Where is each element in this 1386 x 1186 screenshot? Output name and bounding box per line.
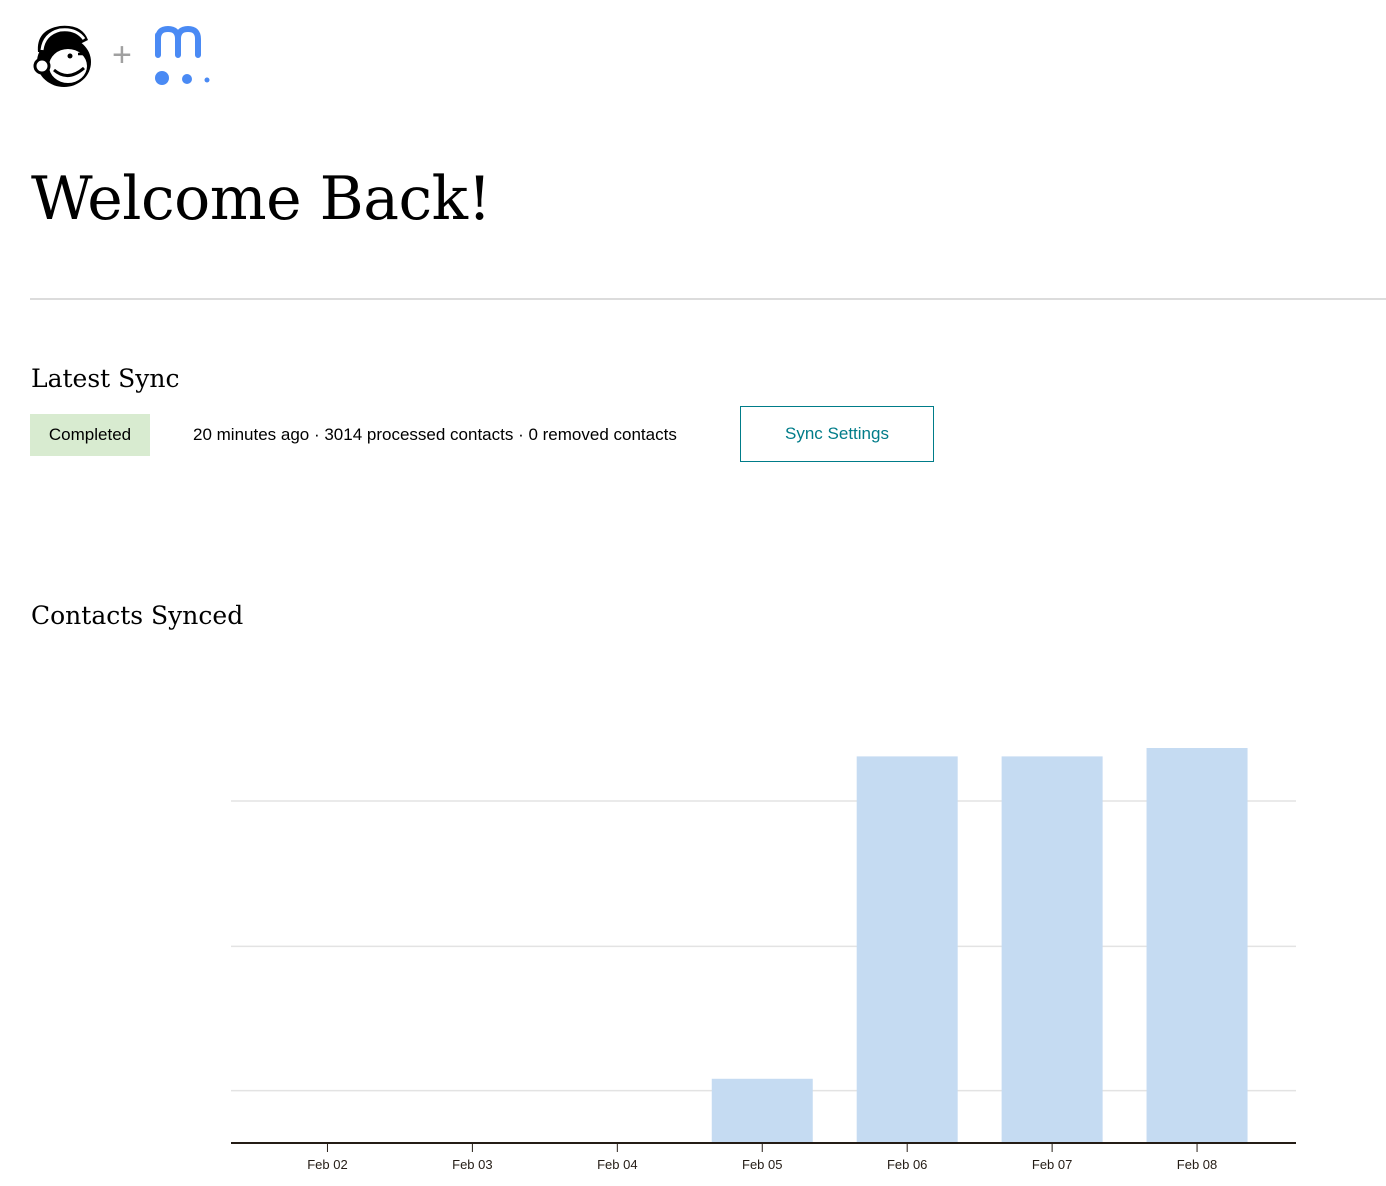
mailchimp-logo-icon <box>33 25 91 87</box>
x-tick-label: Feb 02 <box>307 1157 347 1172</box>
bar-feb-06 <box>856 756 958 1143</box>
bar-feb-08 <box>1146 748 1248 1143</box>
bar-feb-07 <box>1001 756 1103 1143</box>
plus-sign: + <box>112 35 132 74</box>
divider <box>30 298 1386 300</box>
meetup-logo-icon <box>154 25 210 85</box>
x-tick-label: Feb 05 <box>742 1157 782 1172</box>
x-tick-label: Feb 06 <box>887 1157 927 1172</box>
status-badge: Completed <box>30 414 150 456</box>
page-title: Welcome Back! <box>31 164 492 234</box>
bar-feb-05 <box>711 1078 813 1143</box>
x-tick-label: Feb 04 <box>597 1157 637 1172</box>
sync-settings-button[interactable]: Sync Settings <box>740 406 934 462</box>
sync-summary: 20 minutes ago · 3014 processed contacts… <box>193 425 677 444</box>
logos: + <box>30 22 212 88</box>
x-tick-label: Feb 03 <box>452 1157 492 1172</box>
x-tick-label: Feb 08 <box>1177 1157 1217 1172</box>
x-tick-label: Feb 07 <box>1032 1157 1072 1172</box>
contacts-synced-heading: Contacts Synced <box>31 601 244 630</box>
latest-sync-heading: Latest Sync <box>31 364 180 393</box>
